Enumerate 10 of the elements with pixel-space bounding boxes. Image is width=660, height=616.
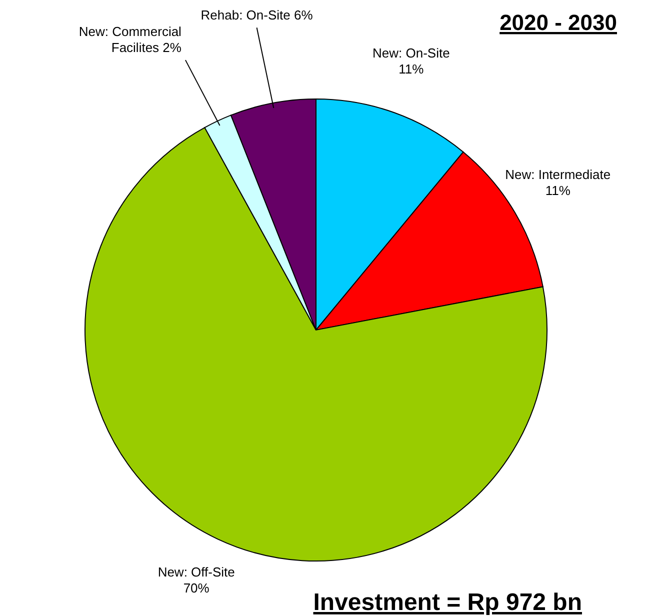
slice-label: New: On-Site bbox=[372, 46, 450, 61]
slice-label: New: Intermediate bbox=[505, 166, 611, 182]
chart-title: 2020 - 2030 bbox=[500, 10, 617, 35]
slice-label: New: Off-Site bbox=[158, 564, 235, 580]
text: Investment = Rp 972 bn bbox=[313, 589, 582, 616]
slice-label: New: Commercial Facilites 2% bbox=[78, 24, 182, 56]
slice-label: Rehab: On-Site 6% bbox=[200, 8, 314, 23]
data-label: 11% bbox=[398, 62, 424, 77]
data-label: 70% bbox=[183, 580, 210, 596]
data-label: 11% bbox=[545, 182, 571, 198]
